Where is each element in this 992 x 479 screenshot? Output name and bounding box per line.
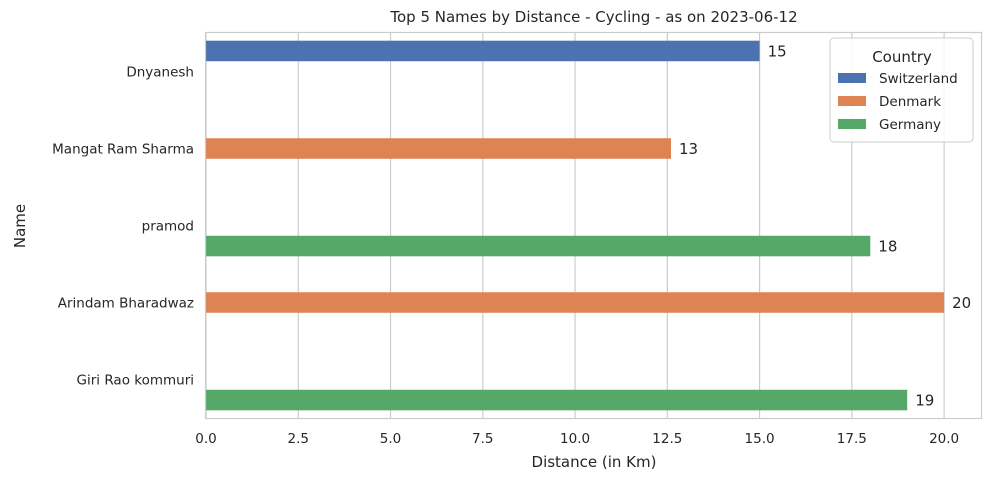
x-tick-label: 17.5	[837, 431, 867, 447]
legend: Country Switzerland Denmark Germany	[829, 37, 974, 143]
x-tick-label: 5.0	[380, 431, 401, 447]
legend-label: Germany	[879, 117, 941, 133]
bar-denmark	[206, 292, 945, 313]
plot-frame	[204, 31, 983, 420]
y-category-labels: Dnyanesh Mangat Ram Sharma pramod Arindam B…	[52, 65, 194, 389]
y-category-label: Arindam Bharadwaz	[58, 296, 194, 312]
bar-value-label: 15	[768, 42, 787, 60]
x-tick-label: 2.5	[288, 431, 309, 447]
y-axis-label: Name	[11, 204, 29, 248]
bar-value-label: 13	[679, 140, 698, 158]
bar-value-label: 18	[878, 238, 897, 256]
bar-denmark	[206, 138, 671, 159]
legend-label: Denmark	[879, 94, 941, 110]
legend-swatch	[838, 119, 866, 129]
bar-switzerland	[206, 40, 760, 62]
data-labels: 15 13 18 20 19	[679, 42, 971, 409]
y-category-label: Mangat Ram Sharma	[52, 142, 194, 158]
grid-lines	[205, 33, 945, 418]
legend-box	[829, 37, 974, 143]
chart-title: Top 5 Names by Distance - Cycling - as o…	[389, 8, 797, 26]
bar-value-label: 19	[915, 392, 934, 410]
y-category-label: Giri Rao kommuri	[77, 373, 194, 389]
x-tick-label: 0.0	[195, 431, 216, 447]
legend-title: Country	[872, 48, 932, 66]
x-tick-label: 10.0	[560, 431, 590, 447]
legend-label: Switzerland	[879, 71, 958, 87]
y-category-label: pramod	[142, 219, 194, 235]
bars	[206, 40, 945, 411]
x-tick-label: 20.0	[929, 431, 959, 447]
legend-items: Switzerland Denmark Germany	[838, 71, 958, 133]
y-category-label: Dnyanesh	[126, 65, 194, 81]
bar-germany	[206, 235, 871, 257]
x-tick-label: 7.5	[472, 431, 493, 447]
legend-swatch	[838, 73, 866, 83]
x-tick-labels: 0.0 2.5 5.0 7.5 10.0 12.5 15.0 17.5 20.0	[195, 431, 959, 447]
x-axis-label: Distance (in Km)	[532, 453, 657, 471]
bar-germany	[206, 389, 908, 411]
legend-swatch	[838, 96, 866, 106]
x-tick-label: 12.5	[652, 431, 682, 447]
bar-value-label: 20	[952, 294, 971, 312]
x-tick-label: 15.0	[745, 431, 775, 447]
